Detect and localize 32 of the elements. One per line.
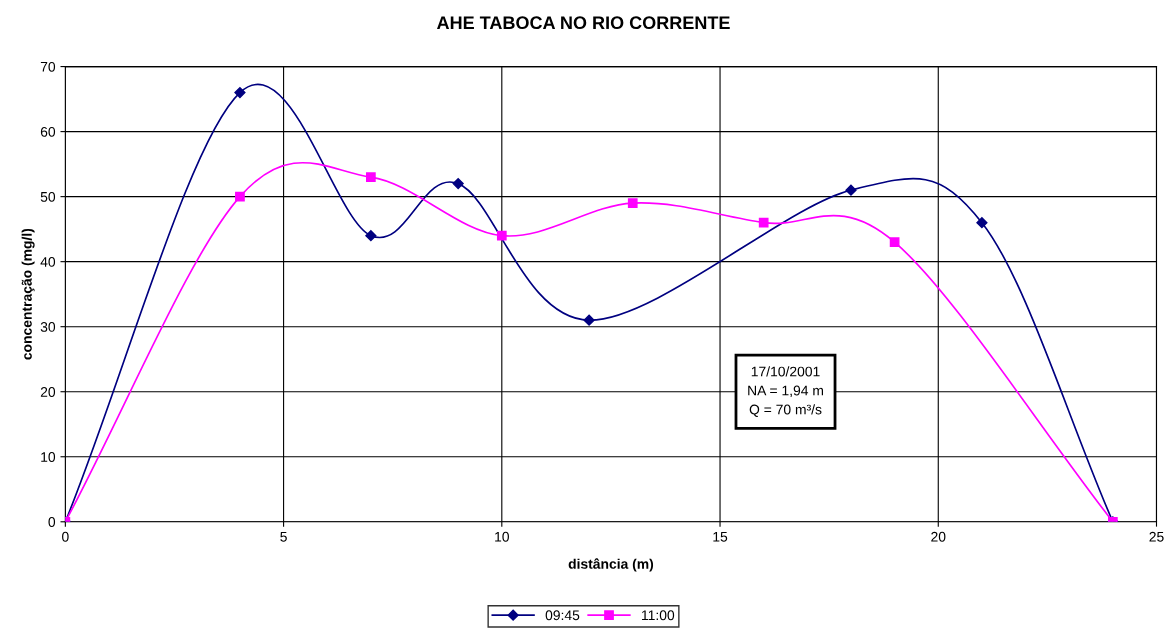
y-tick-label: 40 (40, 257, 56, 267)
point (845, 184, 857, 196)
legend-label: 11:00 (642, 610, 675, 621)
y-tick-label: 70 (40, 61, 56, 72)
point (976, 217, 988, 229)
point (627, 198, 638, 208)
annotation: 17/10/2001 NA = 1,94 m Q = 70 m³/s (748, 366, 823, 417)
x-tick-label: 0 (62, 531, 69, 542)
point (365, 230, 377, 242)
y-tick-label: 30 (40, 322, 56, 332)
x-tick-label: 10 (495, 531, 509, 542)
x-axis-title: distância (m) (568, 558, 654, 572)
point (758, 217, 769, 228)
x-tick-label: 5 (280, 532, 287, 542)
y-tick-label: 0 (48, 517, 56, 527)
legend-label: 09:45 (545, 610, 580, 621)
point (452, 178, 464, 190)
y-tick-label: 60 (40, 126, 56, 137)
chart-title: AHE TABOCA NO RIO CORRENTE (436, 16, 730, 30)
x-tick-label: 15 (713, 532, 728, 542)
y-axis-title: concentração (mg/l) (21, 228, 35, 360)
point (889, 237, 900, 248)
x-tick-label: 25 (1149, 531, 1164, 542)
y-tick-label: 20 (40, 387, 56, 397)
x-tick-label: 20 (931, 531, 946, 542)
point (234, 86, 246, 99)
y-tick-label: 10 (41, 452, 56, 462)
point (235, 191, 245, 202)
y-tick-label: 50 (40, 191, 56, 202)
point (366, 172, 376, 182)
point (496, 230, 507, 241)
point (583, 314, 595, 326)
